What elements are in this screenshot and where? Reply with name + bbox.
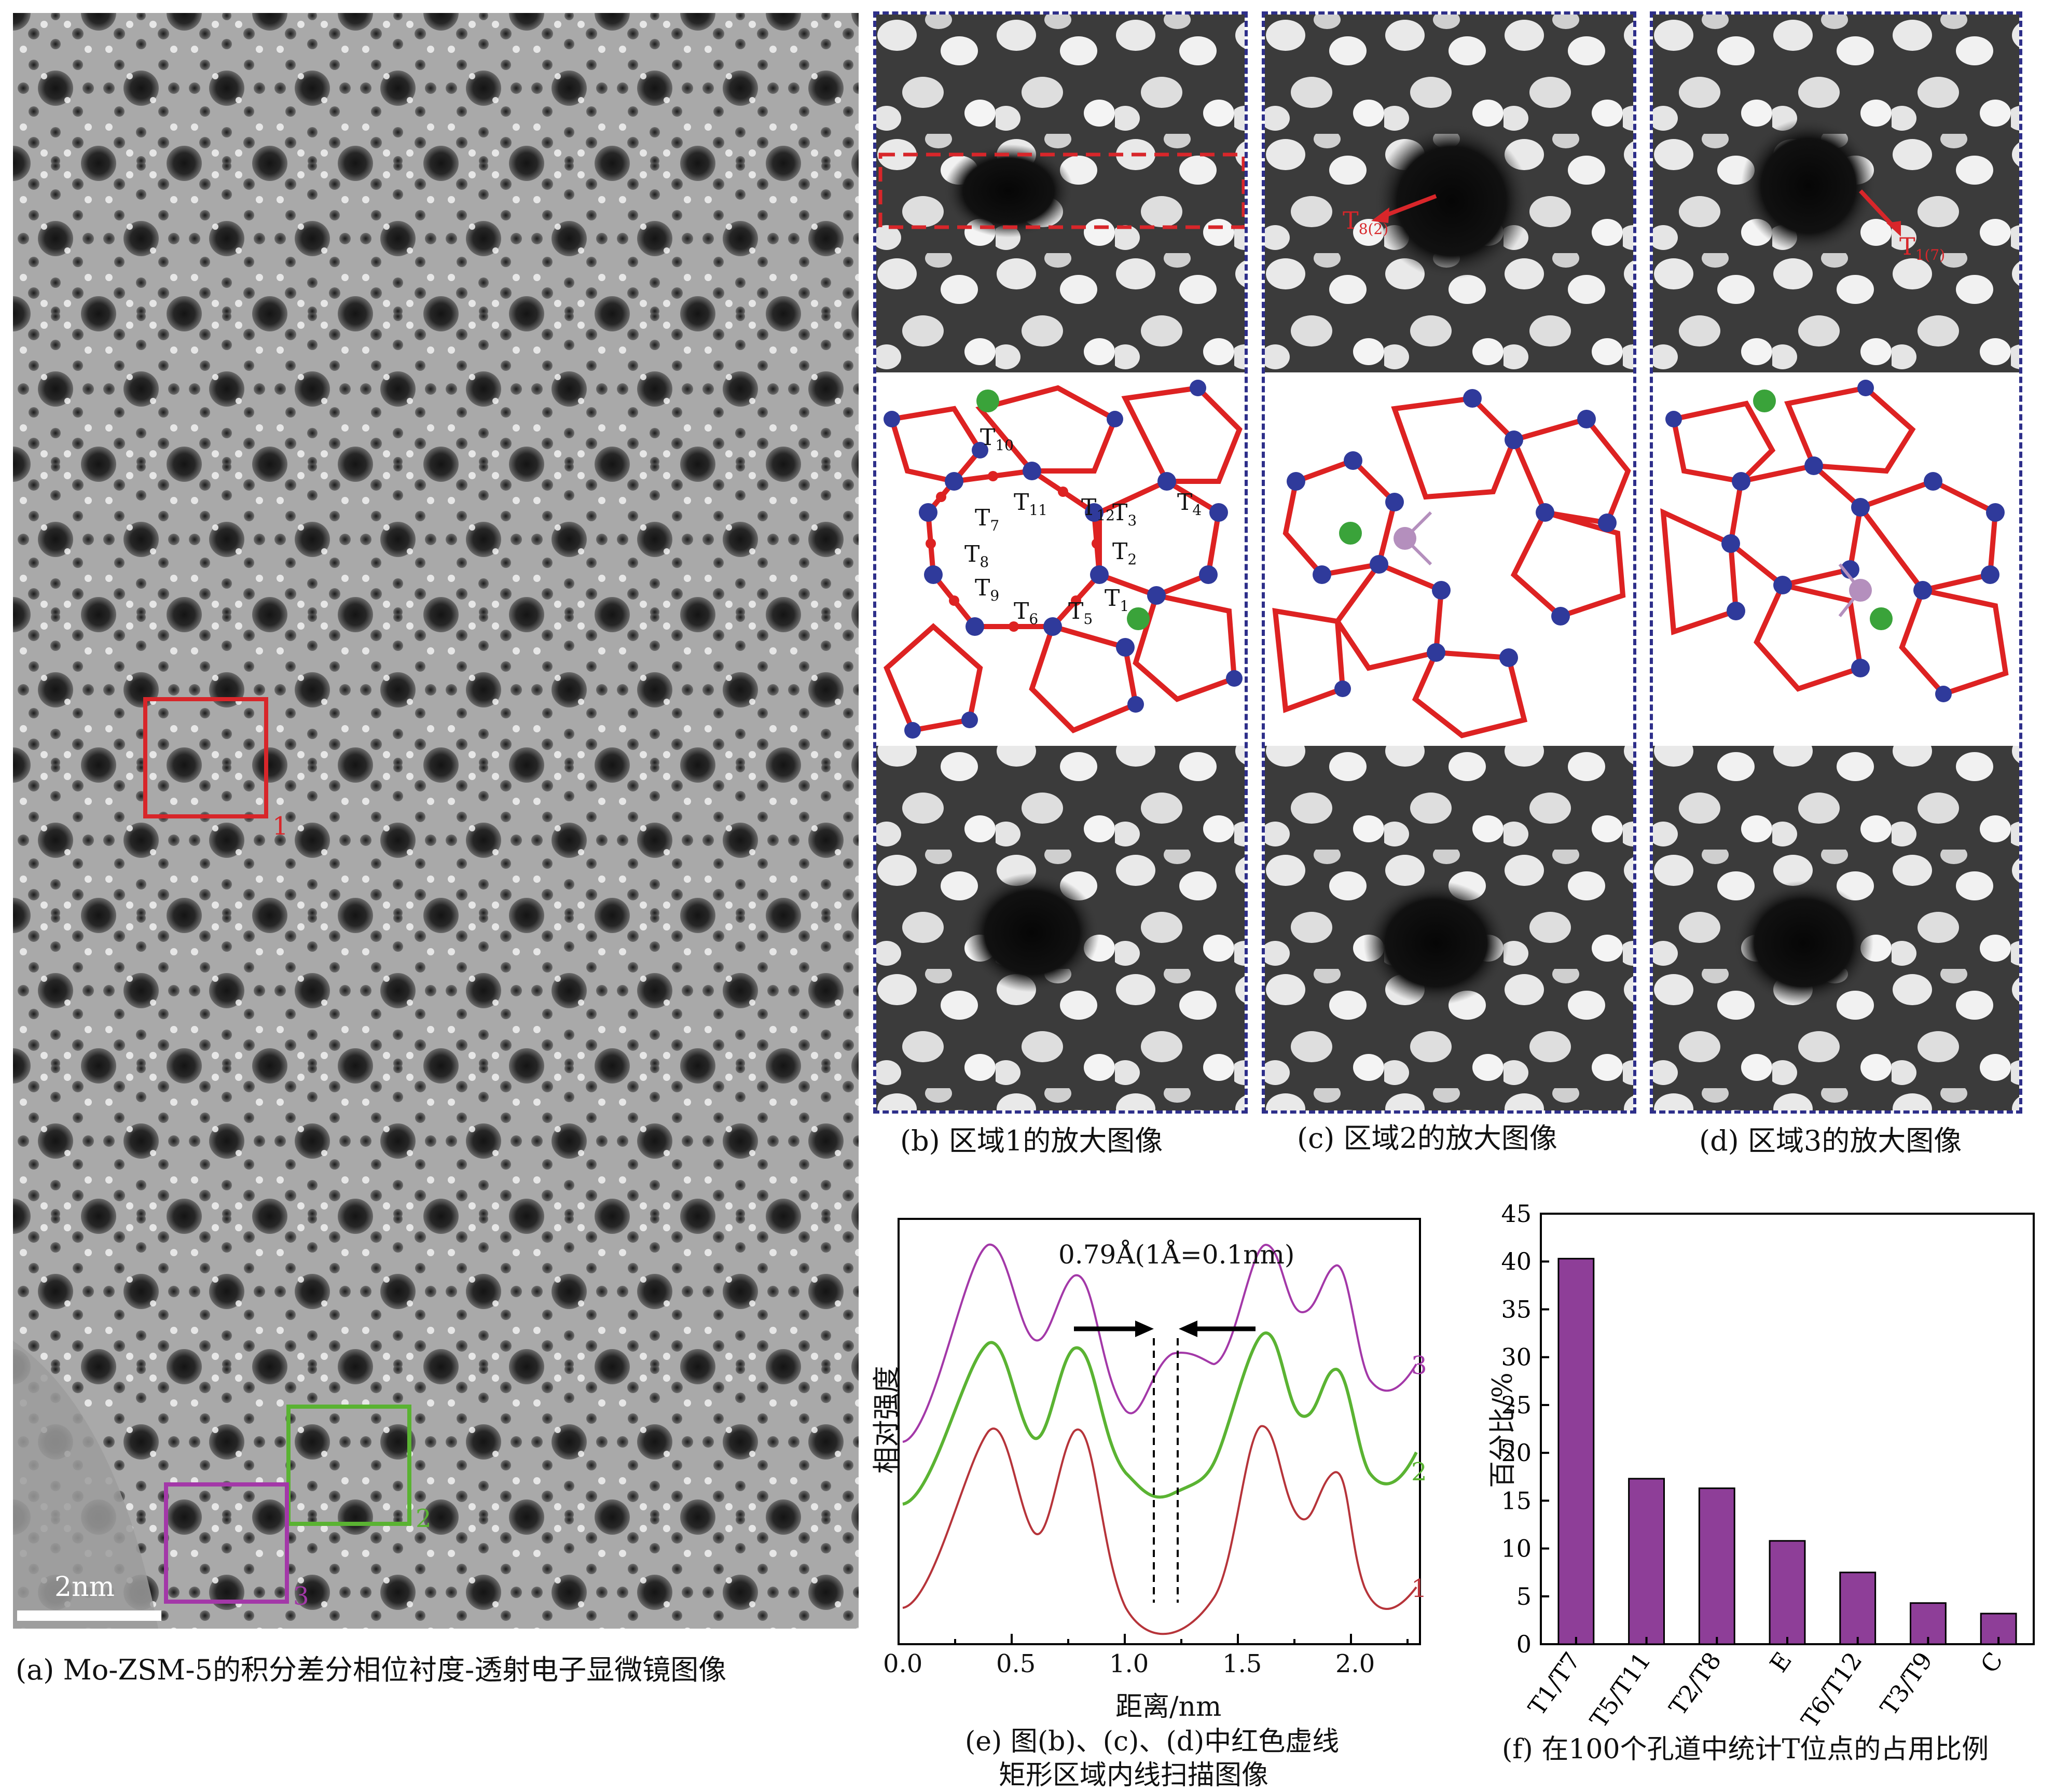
- y-tick-label: 45: [1501, 1200, 1532, 1228]
- label-t2: T2: [1112, 538, 1137, 568]
- bar: [1698, 1487, 1735, 1645]
- bar-chart-ylabel: 百分比/%: [1487, 1372, 1519, 1488]
- region-3-label: 3: [293, 1582, 309, 1611]
- y-tick-label: 0: [1516, 1630, 1532, 1658]
- series-1-curve: [902, 1425, 1417, 1635]
- y-tick-label: 40: [1501, 1247, 1532, 1275]
- region-1-box: [143, 697, 268, 818]
- tick-x-2: 1.0: [1109, 1649, 1149, 1678]
- region-1-label: 1: [272, 812, 288, 841]
- panel-d: T1(7): [1650, 11, 2022, 1114]
- label-t12: T12: [1081, 494, 1115, 524]
- panel-b-caption: (b) 区域1的放大图像: [900, 1124, 1163, 1157]
- bar: [1557, 1258, 1595, 1645]
- label-t5: T5: [1068, 598, 1093, 628]
- linescan-annotation: 0.79Å(1Å=0.1nm): [1058, 1240, 1295, 1270]
- series-3-label: 3: [1411, 1351, 1427, 1380]
- x-tick-label: E: [1764, 1647, 1798, 1677]
- label-t1: T1: [1105, 585, 1129, 615]
- series-1-label: 1: [1411, 1574, 1427, 1603]
- linescan-xlabel: 距离/nm: [1115, 1691, 1222, 1722]
- label-t9: T9: [975, 575, 1000, 604]
- region-2-label: 2: [416, 1504, 432, 1533]
- bar: [1839, 1572, 1877, 1645]
- panel-c: T8(2): [1262, 11, 1636, 1114]
- bar: [1628, 1478, 1665, 1645]
- label-t10: T10: [980, 424, 1014, 454]
- series-2-label: 2: [1411, 1457, 1427, 1487]
- scale-bar-label: 2nm: [54, 1572, 115, 1603]
- x-tick-label: C: [1975, 1647, 2008, 1678]
- label-t8: T8: [964, 541, 989, 571]
- linescan-box: [878, 152, 1245, 229]
- y-tick-label: 35: [1501, 1295, 1532, 1323]
- panel-a-caption: (a) Mo-ZSM-5的积分差分相位衬度-透射电子显微镜图像: [16, 1654, 727, 1686]
- linescan-ylabel: 相对强度: [871, 1366, 903, 1474]
- linescan-chart: [898, 1218, 1421, 1645]
- y-tick-label: 15: [1501, 1487, 1532, 1515]
- panel-c-caption: (c) 区域2的放大图像: [1297, 1122, 1557, 1155]
- y-tick-label: 20: [1501, 1439, 1532, 1467]
- x-tick-label: T5/T11: [1584, 1647, 1657, 1733]
- panel-d-stack: [1653, 15, 2019, 1110]
- panel-a-image: 2nm 1 2 3: [13, 13, 859, 1629]
- tem-lattice: [13, 13, 859, 1629]
- label-t3: T3: [1112, 499, 1137, 529]
- tick-x-1: 0.5: [996, 1649, 1036, 1678]
- panel-c-stack: [1265, 15, 1633, 1110]
- y-tick-label: 25: [1501, 1391, 1532, 1419]
- panel-f-caption: (f) 在100个孔道中统计T位点的占用比例: [1502, 1734, 1989, 1765]
- label-t7: T7: [975, 505, 1000, 534]
- label-t6: T6: [1014, 598, 1039, 628]
- y-tick-label: 10: [1501, 1535, 1532, 1563]
- label-t4: T4: [1177, 489, 1202, 519]
- panel-d-caption: (d) 区域3的放大图像: [1699, 1124, 1962, 1157]
- series-3-curve: [902, 1243, 1417, 1443]
- tick-x-0: 0.0: [883, 1649, 923, 1678]
- panel-f: 0 5 10 15 20 25 30 35 40 45 T1/T7 T5/T11 T2/T8 E T6/T1…: [1453, 1193, 2069, 1791]
- tick-x-3: 1.5: [1222, 1649, 1262, 1678]
- series-2-curve: [902, 1331, 1418, 1506]
- panel-b-stack: [876, 15, 1245, 1110]
- panel-e-caption-1: (e) 图(b)、(c)、(d)中红色虚线: [965, 1726, 1340, 1757]
- panel-b: T10 T11 T12 T3 T4 T7 T2 T8 T9 T6 T5 T1: [873, 11, 1248, 1114]
- label-t11: T11: [1014, 489, 1047, 519]
- panel-e: 0.79Å(1Å=0.1nm) 3 2 1 相对强度 0.0 0.5 1.0 1…: [851, 1193, 1453, 1791]
- region-2-box: [286, 1405, 411, 1526]
- panel-e-caption-2: 矩形区域内线扫描图像: [999, 1760, 1269, 1791]
- region-3-box: [164, 1482, 289, 1604]
- x-tick-label: T1/T7: [1523, 1647, 1586, 1720]
- y-tick-label: 5: [1516, 1582, 1532, 1610]
- x-tick-label: T6/T12: [1796, 1647, 1868, 1733]
- arrow-label-d: T1(7): [1899, 232, 1946, 264]
- tick-x-4: 2.0: [1335, 1649, 1375, 1678]
- y-tick-label: 30: [1501, 1343, 1532, 1371]
- arrow-label-c: T8(2): [1343, 206, 1389, 238]
- scale-bar: [17, 1610, 161, 1621]
- bar: [1769, 1540, 1806, 1645]
- x-tick-label: T2/T8: [1663, 1647, 1727, 1720]
- x-tick-label: T3/T9: [1875, 1647, 1938, 1720]
